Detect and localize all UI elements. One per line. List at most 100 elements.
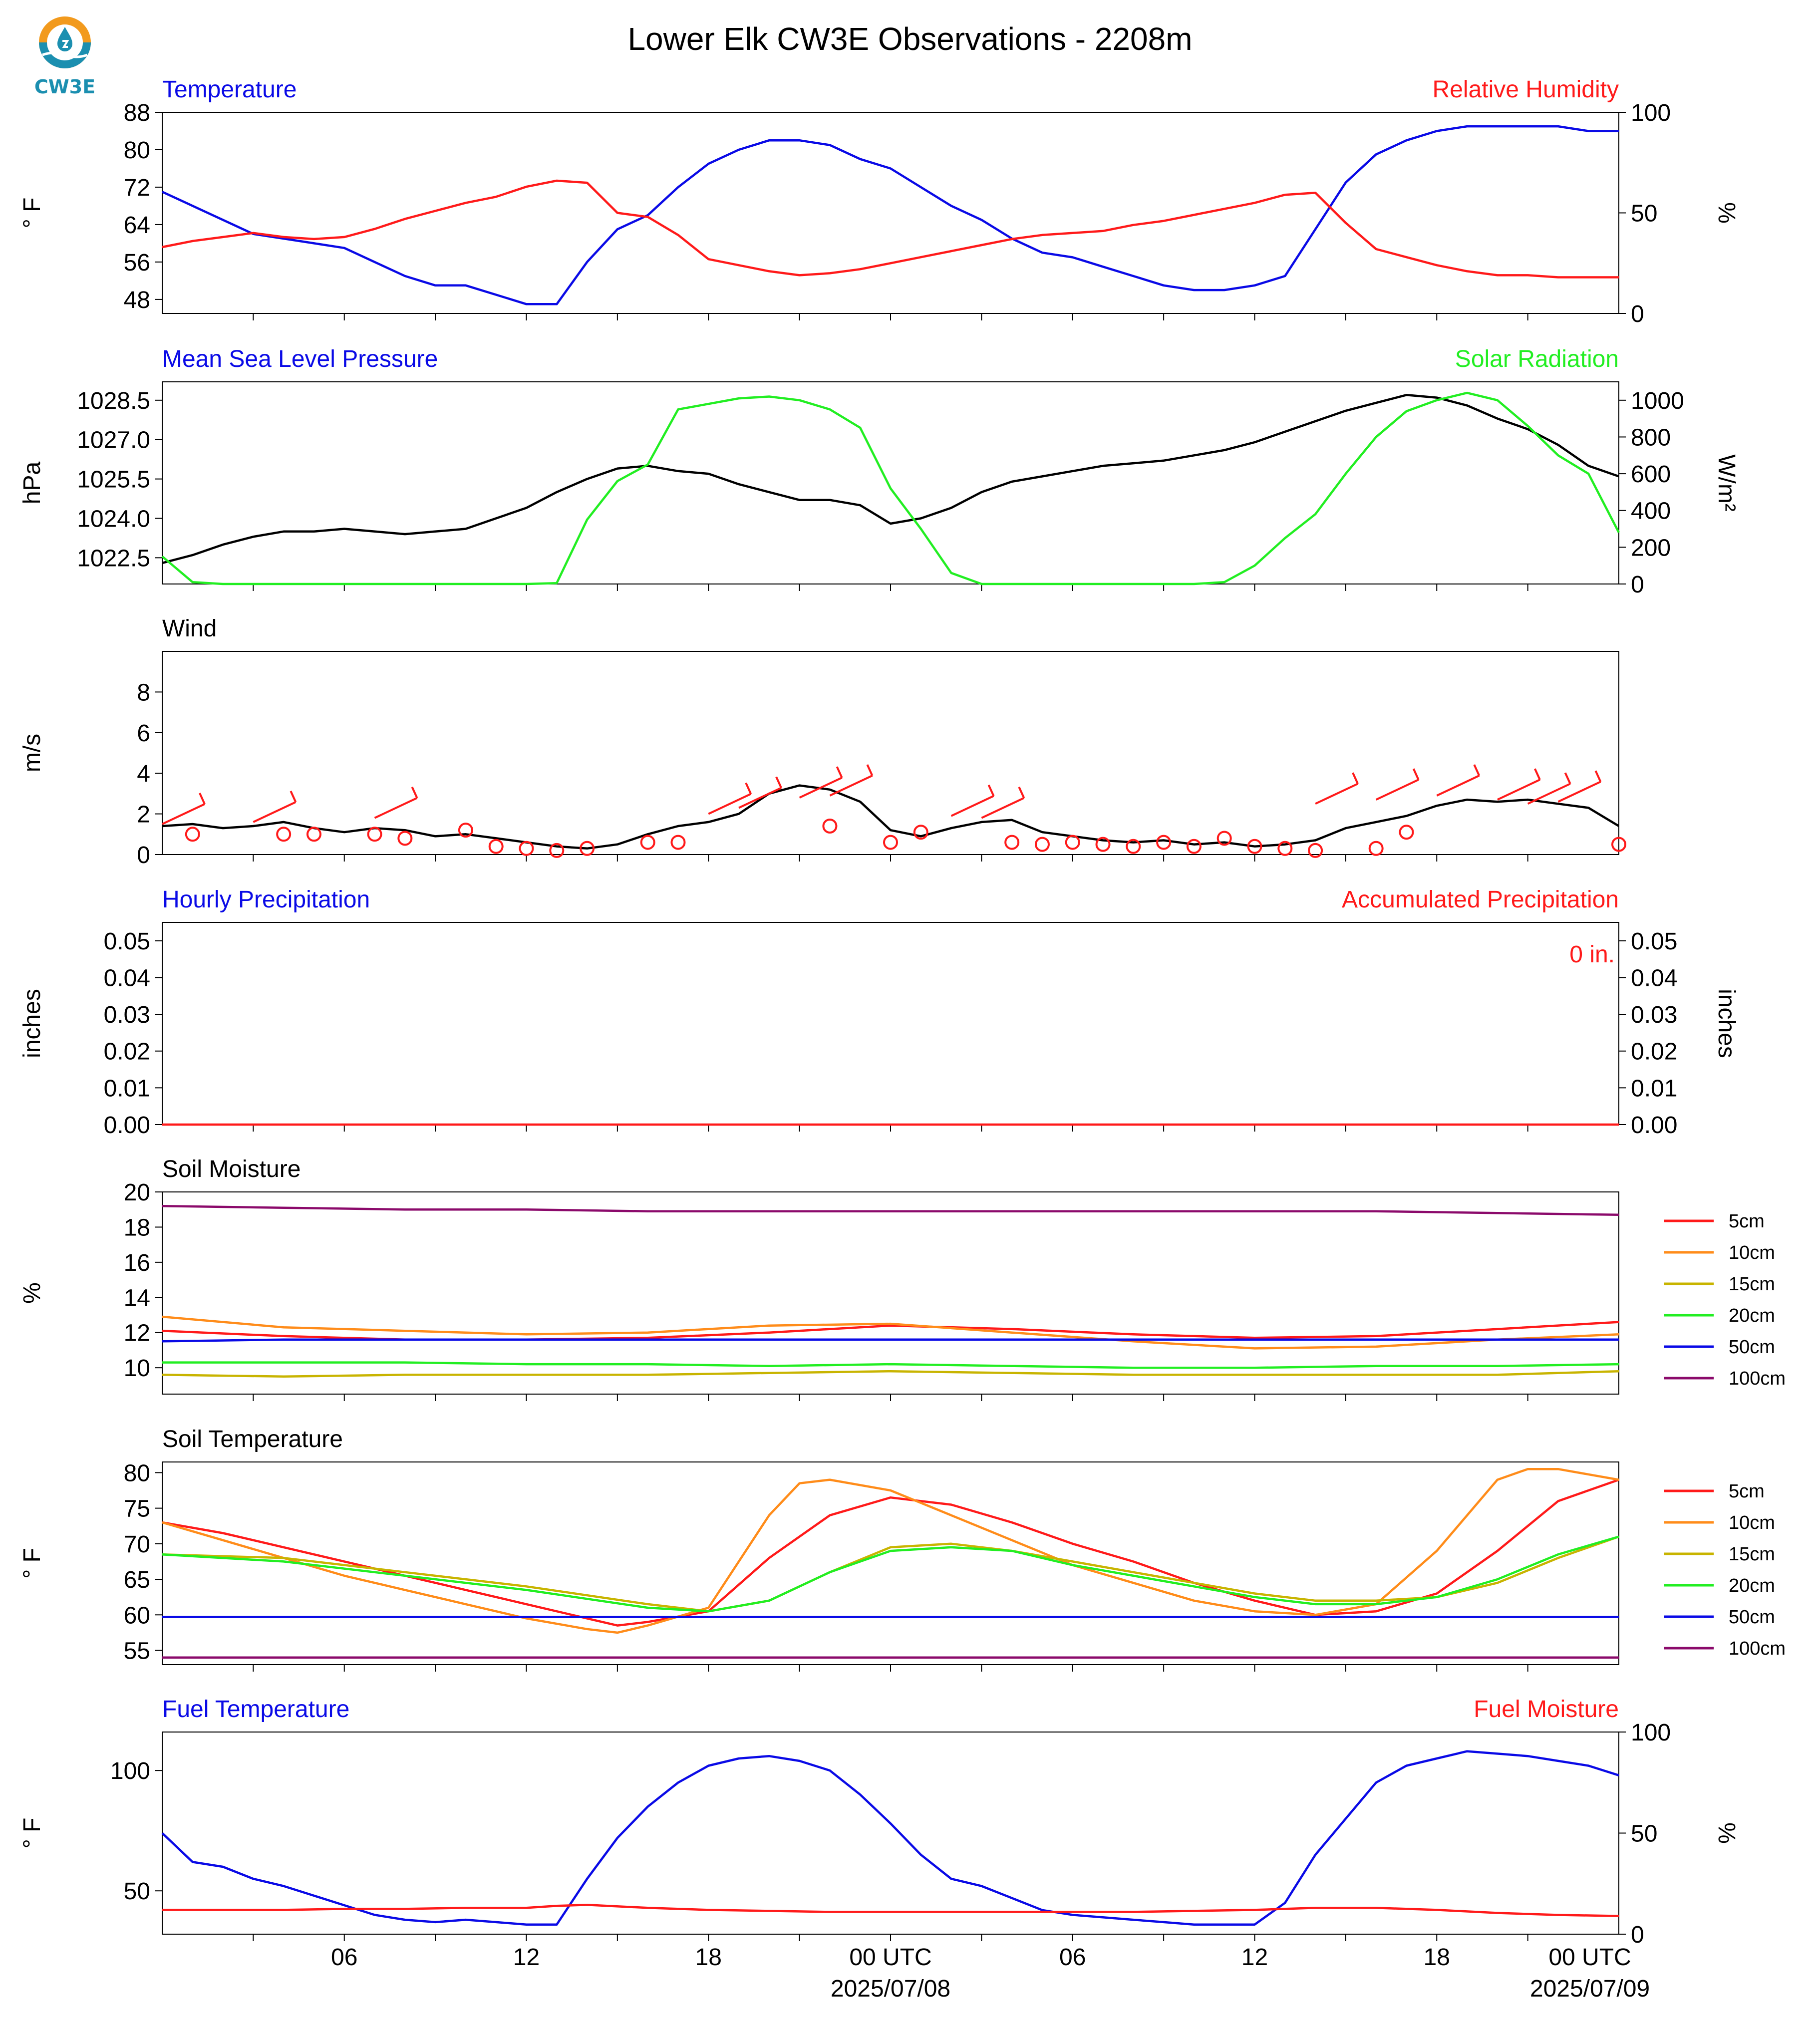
y-tick-label: 0.05 [104, 928, 150, 955]
y-tick-label: 48 [124, 287, 150, 313]
legend-label-15cm: 15cm [1729, 1544, 1775, 1565]
legend-label-20cm: 20cm [1729, 1575, 1775, 1596]
wind-barb-staff [829, 775, 873, 797]
y-tick-label: 12 [124, 1320, 150, 1347]
wind-barb-flag [775, 776, 782, 789]
panel-frame [162, 1732, 1619, 1935]
wind-barb-staff [950, 795, 994, 817]
series-line-20cm [162, 1361, 1619, 1369]
calm-wind-marker [1611, 837, 1626, 852]
wind-barb-staff [1527, 783, 1571, 805]
y2-tick-label: 200 [1631, 535, 1671, 561]
panel-frame [162, 1461, 1619, 1665]
y2-tick-label: 0 [1631, 572, 1644, 598]
series-line-15cm [162, 1370, 1619, 1378]
wind-barb-flag [1473, 764, 1481, 776]
time-tick-label: 18 [1424, 1944, 1450, 1971]
y-tick-label: 1024.0 [77, 506, 150, 533]
series-line [162, 1904, 1619, 1917]
panel-title-left: Wind [162, 615, 217, 642]
wind-barb-flag [1594, 770, 1602, 783]
legend-label-5cm: 5cm [1729, 1211, 1765, 1232]
calm-wind-marker [276, 827, 292, 842]
legend-label-50cm: 50cm [1729, 1607, 1775, 1628]
calm-wind-marker [1034, 837, 1050, 852]
time-tick-label: 06 [1059, 1944, 1086, 1971]
time-tick-label: 18 [695, 1944, 722, 1971]
y2-tick-label: 50 [1631, 201, 1657, 227]
y-tick-label: 60 [124, 1602, 150, 1629]
y-tick-label: 20 [124, 1179, 150, 1206]
time-tick-label: 12 [513, 1944, 540, 1971]
time-tick-label: 00 UTC [849, 1944, 931, 1971]
calm-wind-marker [1277, 841, 1293, 856]
y-tick-label: 64 [124, 212, 150, 239]
panel-title-left: Fuel Temperature [162, 1696, 349, 1723]
legend-label-100cm: 100cm [1729, 1368, 1786, 1389]
y-tick-label: 1022.5 [77, 545, 150, 572]
calm-wind-marker [367, 827, 382, 842]
wind-barb-staff [1557, 781, 1601, 803]
legend-label-15cm: 15cm [1729, 1274, 1775, 1295]
y-tick-label: 4 [137, 761, 150, 787]
y2-tick-label: 0 [1631, 1922, 1644, 1948]
wind-barb-staff [162, 803, 205, 825]
panel-frame [162, 381, 1619, 584]
wind-barb-staff [799, 777, 843, 799]
wind-barb-flag [290, 791, 297, 803]
calm-wind-marker [1186, 839, 1202, 854]
wind-barb-staff [1497, 779, 1540, 801]
y-axis-label: ° F [19, 1818, 45, 1849]
y2-tick-label: 1000 [1631, 388, 1684, 414]
legend-label-10cm: 10cm [1729, 1512, 1775, 1533]
wind-barb-staff [738, 787, 782, 809]
wind-barb-flag [1412, 768, 1420, 780]
calm-wind-marker [670, 835, 686, 850]
series-line-20cm [162, 1535, 1619, 1613]
series-line [162, 394, 1619, 565]
series-line-100cm [162, 1204, 1619, 1216]
y-tick-label: 0.04 [104, 965, 150, 991]
y-tick-label: 0 [137, 842, 150, 869]
y2-tick-label: 50 [1631, 1821, 1657, 1847]
y-tick-label: 56 [124, 250, 150, 276]
y-tick-label: 0.02 [104, 1039, 150, 1065]
calm-wind-marker [1004, 835, 1020, 850]
calm-wind-marker [1368, 841, 1384, 856]
panel-title-left: Mean Sea Level Pressure [162, 346, 438, 372]
y-tick-label: 70 [124, 1531, 150, 1558]
wind-barb-flag [987, 784, 995, 797]
series-line-10cm [162, 1467, 1619, 1634]
y2-tick-label: 0.00 [1631, 1112, 1677, 1139]
wind-barb-flag [866, 764, 874, 776]
calm-wind-marker [640, 835, 655, 850]
y2-axis-label: inches [1713, 989, 1740, 1058]
calm-wind-marker [306, 827, 321, 842]
panel-title-left: Soil Moisture [162, 1156, 301, 1182]
date-label: 2025/07/08 [831, 1976, 950, 2002]
calm-wind-marker [185, 827, 200, 842]
wind-barb-flag [745, 782, 752, 795]
y-axis-label: hPa [19, 461, 45, 504]
calm-wind-marker [1126, 839, 1141, 854]
y2-tick-label: 0.02 [1631, 1039, 1677, 1065]
wind-barb-staff [708, 793, 752, 815]
logo-text: CW3E [34, 76, 96, 98]
wind-barb-staff [1315, 783, 1358, 805]
series-line [162, 125, 1619, 305]
y-tick-label: 0.01 [104, 1075, 150, 1102]
panel-title-left: Temperature [162, 76, 297, 103]
logo-mark [39, 16, 91, 68]
calm-wind-marker [1399, 825, 1414, 840]
wind-barb-flag [411, 786, 418, 799]
calm-wind-marker [488, 839, 504, 854]
calm-wind-marker [1247, 839, 1262, 854]
wind-barb-flag [836, 766, 843, 778]
wind-barb-flag [1564, 772, 1571, 785]
y2-tick-label: 100 [1631, 1720, 1671, 1746]
wind-barb-staff [1436, 775, 1480, 797]
accumulated-total-label: 0 in. [1569, 941, 1615, 968]
time-tick-label: 00 UTC [1548, 1944, 1631, 1971]
panel-frame [162, 651, 1619, 855]
